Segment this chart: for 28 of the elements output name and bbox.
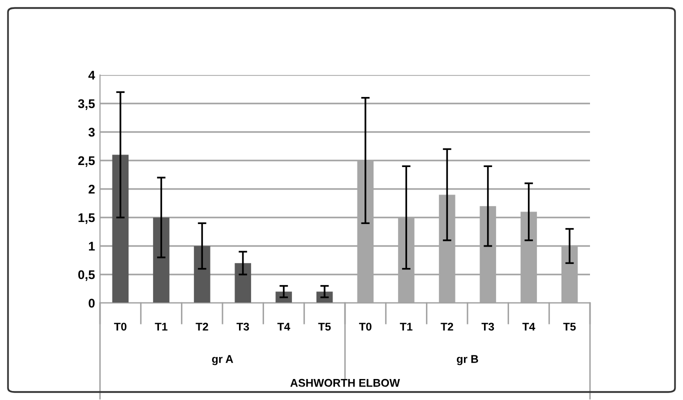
x-axis-title: ASHWORTH ELBOW <box>290 378 400 387</box>
y-tick-label: 1,5 <box>78 213 95 224</box>
bar <box>234 263 252 303</box>
x-tick-label: T5 <box>318 322 331 331</box>
bar <box>153 218 170 303</box>
x-tick-label: T3 <box>236 322 249 331</box>
y-tick-label: 3 <box>88 128 95 137</box>
x-tick-label: T1 <box>154 322 168 330</box>
y-tick-label: 2 <box>88 184 95 194</box>
x-tick-label: T2 <box>196 322 208 330</box>
x-tick-label: T1 <box>400 322 412 330</box>
x-tick-label: T2 <box>440 322 454 330</box>
y-tick-label: 1 <box>88 242 95 251</box>
text: gr B <box>456 355 478 366</box>
x-tick-label: T0 <box>114 322 126 331</box>
x-tick-label: T5 <box>563 322 576 331</box>
bar <box>194 246 210 303</box>
x-tick-label: T3 <box>482 322 494 331</box>
x-tick-label: T0 <box>359 322 372 331</box>
x-tick-label: T4 <box>522 322 536 330</box>
bar <box>112 154 129 303</box>
y-tick-label: 4 <box>88 70 96 80</box>
y-tick-label: 2,5 <box>78 156 95 167</box>
y-tick-label: 3,5 <box>78 99 95 110</box>
x-tick-label: T4 <box>277 322 290 330</box>
y-tick-label: 0 <box>88 298 95 308</box>
y-tick-label: 0,5 <box>78 270 95 281</box>
text: gr A <box>212 355 234 366</box>
